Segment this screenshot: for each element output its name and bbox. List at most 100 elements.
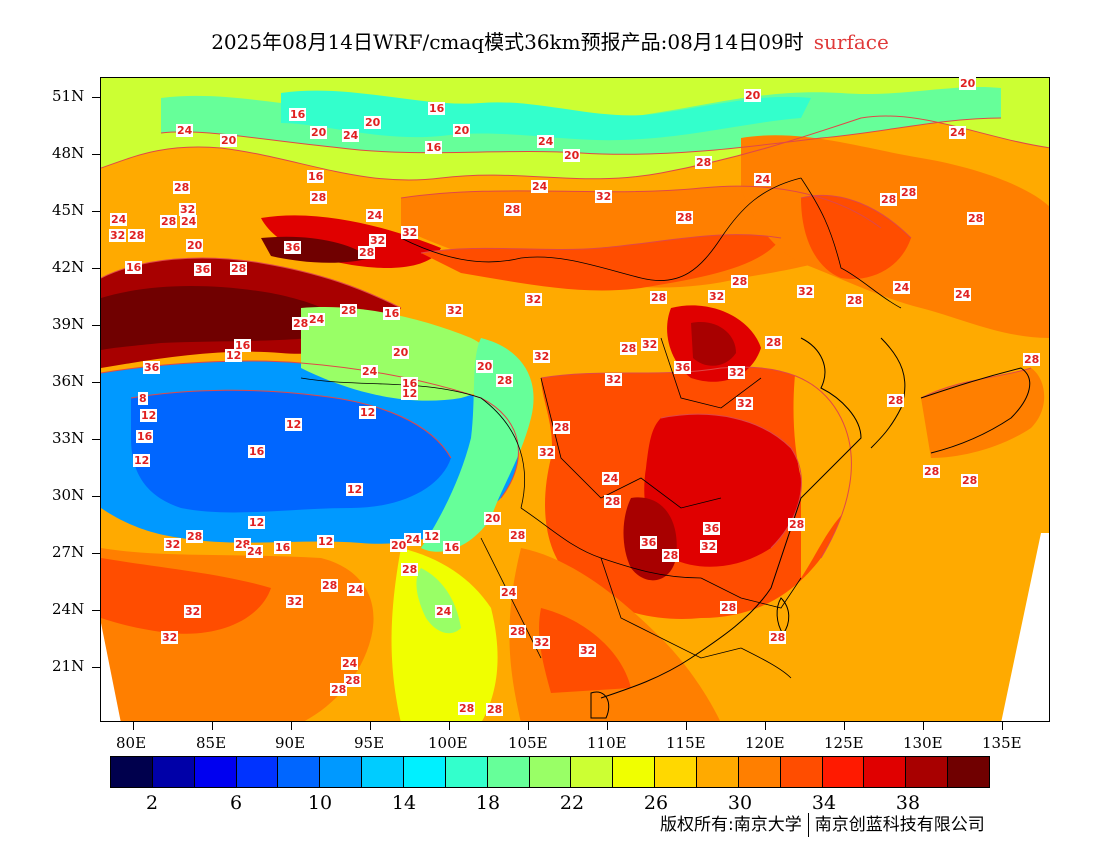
contour-value-label: 32 [164,538,182,551]
lon-tick [765,722,766,730]
lon-tick [923,722,924,730]
contour-value-label: 24 [500,586,518,599]
contour-value-label: 28 [662,549,680,562]
no-data-corner [1001,533,1049,721]
contour-value-label: 28 [509,625,527,638]
contour-value-label: 32 [728,366,746,379]
contour-value-label: 24 [754,173,772,186]
colorbar-label: 26 [643,792,669,814]
lat-label: 24N [52,600,85,618]
lon-label: 80E [116,734,147,752]
contour-value-label: 28 [887,394,905,407]
contour-value-label: 28 [340,304,358,317]
colorbar-label: 14 [391,792,417,814]
lon-tick [212,722,213,730]
contour-value-label: 20 [186,239,204,252]
contour-value-label: 32 [369,234,387,247]
lon-label: 125E [824,734,864,752]
contour-lines [101,115,1049,559]
contour-value-label: 24 [308,313,326,326]
map-title: 2025年08月14日WRF/cmaq模式36km预报产品:08月14日09时 s… [0,26,1100,55]
colorbar-segment [613,757,656,787]
contour-value-label: 12 [140,409,158,422]
colorbar-segment [320,757,363,787]
contour-value-label: 16 [307,170,325,183]
contour-value-label: 16 [401,377,419,390]
lat-label: 51N [52,87,85,105]
colorbar-segment [571,757,614,787]
contour-value-label: 28 [504,203,522,216]
colorbar-label: 38 [895,792,921,814]
contour-value-label: 24 [176,124,194,137]
colorbar-label: 2 [145,792,159,814]
colorbar-segment [948,757,990,787]
copyright-part1: 版权所有:南京大学 [660,815,802,835]
contour-value-label: 28 [160,215,178,228]
contour-value-label: 24 [531,180,549,193]
contour-value-label: 28 [458,702,476,715]
lon-label: 130E [903,734,943,752]
contour-value-label: 16 [274,541,292,554]
colorbar-segment [487,757,530,787]
lat-label: 21N [52,657,85,675]
lat-label: 27N [52,543,85,561]
contour-value-label: 32 [446,304,464,317]
contour-value-label: 28 [923,465,941,478]
lat-tick [92,211,100,212]
colorbar-segment [864,757,907,787]
lat-label: 48N [52,144,85,162]
contour-value-label: 28 [310,191,328,204]
contour-value-label: 20 [476,360,494,373]
contour-value-label: 24 [949,126,967,139]
colorbar-segment [194,757,237,787]
contour-value-label: 8 [138,392,148,405]
contour-value-label: 24 [954,288,972,301]
contour-value-label: 28 [900,186,918,199]
contour-value-label: 32 [641,338,659,351]
colorbar-segment [738,757,781,787]
contour-value-label: 28 [1023,353,1041,366]
contour-value-label: 16 [234,339,252,352]
contour-value-label: 32 [401,226,419,239]
contour-value-label: 20 [563,149,581,162]
lon-label: 115E [666,734,706,752]
contour-value-label: 24 [537,135,555,148]
contour-value-label: 28 [604,495,622,508]
contour-value-label: 20 [390,539,408,552]
contour-value-label: 16 [443,541,461,554]
colorbar [110,756,990,788]
plateau-edge [421,338,534,552]
colorbar-segment [697,757,739,787]
northeast-hot [801,195,911,279]
lat-tick [92,97,100,98]
lon-tick [133,722,134,730]
contour-value-label: 28 [620,342,638,355]
contour-value-label: 16 [136,430,154,443]
contour-value-label: 12 [401,387,419,400]
colorbar-segment [906,757,949,787]
contour-value-label: 28 [788,518,806,531]
lat-label: 30N [52,486,85,504]
contour-value-label: 12 [248,516,266,529]
coastlines [590,337,1031,719]
contour-value-label: 12 [285,418,303,431]
contour-value-label: 28 [186,530,204,543]
lat-tick [92,154,100,155]
colorbar-label: 22 [559,792,585,814]
contour-value-label: 28 [967,212,985,225]
colorbar-label: 6 [229,792,243,814]
contour-value-label: 28 [765,336,783,349]
plateau-core [131,390,451,513]
boundaries [300,177,902,679]
contour-value-label: 32 [605,373,623,386]
lat-label: 45N [52,201,85,219]
lon-label: 95E [354,734,385,752]
dzungaria-hot [261,215,441,268]
contour-value-label: 32 [700,540,718,553]
colorbar-segment [655,757,698,787]
contour-value-label: 24 [347,583,365,596]
contour-value-label: 20 [392,346,410,359]
lat-tick [92,667,100,668]
title-level: surface [813,30,889,54]
lat-tick [92,496,100,497]
